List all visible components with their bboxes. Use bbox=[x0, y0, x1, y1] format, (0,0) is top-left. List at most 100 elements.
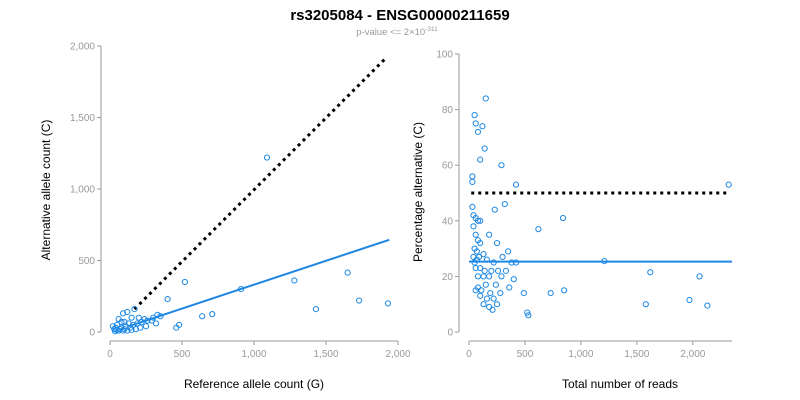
data-point bbox=[480, 301, 487, 308]
subtitle-prefix: p-value <= 2×10 bbox=[356, 27, 425, 38]
left-reference-line bbox=[133, 56, 388, 311]
left-fit-line bbox=[128, 238, 390, 328]
data-point bbox=[142, 323, 150, 330]
data-point bbox=[559, 214, 567, 222]
y-tick-label: 40 bbox=[442, 216, 454, 227]
data-point bbox=[487, 289, 494, 297]
data-point bbox=[481, 145, 488, 152]
data-point bbox=[291, 277, 298, 284]
right-panel: 0 20 40 60 80 100 0 500 1,000 1,500 2,000 Total n… bbox=[411, 50, 732, 391]
data-point bbox=[164, 296, 171, 303]
data-point bbox=[686, 296, 693, 304]
data-point bbox=[494, 267, 502, 274]
data-point bbox=[497, 289, 504, 297]
data-point bbox=[384, 300, 392, 307]
left-y-axis-label: Alternative allele count (C) bbox=[39, 120, 53, 261]
data-point bbox=[237, 286, 245, 293]
data-point bbox=[150, 314, 157, 321]
x-tick-label: 500 bbox=[517, 349, 534, 360]
data-point bbox=[116, 326, 124, 333]
data-point bbox=[491, 206, 498, 213]
data-point bbox=[477, 264, 484, 272]
data-point bbox=[199, 313, 206, 320]
data-point bbox=[477, 156, 484, 163]
data-point bbox=[356, 297, 363, 304]
data-point bbox=[479, 123, 486, 130]
data-point bbox=[472, 264, 479, 272]
data-point bbox=[490, 259, 497, 266]
data-point bbox=[498, 162, 505, 169]
data-point bbox=[480, 273, 487, 280]
data-point bbox=[647, 269, 654, 276]
data-point bbox=[696, 273, 703, 280]
data-point bbox=[601, 258, 608, 265]
data-point bbox=[471, 112, 478, 119]
data-point bbox=[525, 312, 532, 319]
data-point bbox=[704, 302, 711, 309]
x-tick-label: 1,000 bbox=[568, 349, 593, 360]
y-tick-label: 500 bbox=[78, 256, 95, 267]
data-point bbox=[493, 239, 501, 247]
left-x-ticks: 0 500 1,000 1,500 2,000 bbox=[107, 341, 411, 360]
data-point bbox=[492, 281, 499, 288]
y-tick-label: 1,500 bbox=[70, 113, 95, 124]
data-point bbox=[524, 309, 531, 316]
data-point bbox=[113, 326, 120, 333]
data-point bbox=[152, 320, 160, 327]
data-point bbox=[181, 278, 188, 286]
data-point bbox=[483, 295, 491, 302]
y-tick-label: 20 bbox=[442, 272, 454, 283]
data-point bbox=[128, 326, 135, 333]
data-point bbox=[486, 273, 493, 280]
data-point bbox=[642, 301, 649, 308]
data-point bbox=[520, 289, 527, 297]
y-tick-label: 60 bbox=[442, 161, 454, 172]
data-point bbox=[506, 284, 513, 291]
data-point bbox=[474, 273, 482, 280]
data-point bbox=[498, 273, 505, 280]
data-point bbox=[489, 306, 496, 313]
x-tick-label: 0 bbox=[107, 349, 113, 360]
data-point bbox=[135, 314, 142, 321]
right-x-ticks: 0 500 1,000 1,500 2,000 bbox=[466, 341, 706, 360]
data-point bbox=[118, 318, 125, 326]
data-point bbox=[144, 317, 151, 324]
data-point bbox=[473, 248, 480, 255]
data-point bbox=[481, 267, 488, 274]
data-point bbox=[470, 253, 477, 261]
x-tick-label: 2,000 bbox=[385, 349, 410, 360]
left-y-ticks: 0 500 1,000 1,500 2,000 bbox=[70, 42, 101, 339]
data-point bbox=[472, 120, 479, 127]
data-point bbox=[480, 251, 487, 258]
data-point bbox=[119, 310, 127, 317]
data-point bbox=[128, 314, 135, 321]
data-point bbox=[508, 259, 515, 266]
data-point bbox=[501, 201, 508, 208]
data-point bbox=[478, 287, 485, 294]
right-points bbox=[469, 95, 732, 319]
data-point bbox=[154, 311, 161, 318]
data-point bbox=[499, 253, 506, 261]
x-tick-label: 0 bbox=[466, 349, 472, 360]
y-tick-label: 0 bbox=[89, 328, 95, 339]
data-point bbox=[131, 306, 138, 313]
data-point bbox=[547, 289, 554, 297]
left-points bbox=[109, 154, 392, 335]
data-point bbox=[469, 203, 476, 210]
data-point bbox=[121, 326, 128, 333]
subtitle-exponent: -311 bbox=[425, 26, 438, 33]
x-tick-label: 500 bbox=[174, 349, 191, 360]
data-point bbox=[132, 326, 140, 333]
data-point bbox=[477, 239, 484, 247]
right-x-axis-label: Total number of reads bbox=[562, 377, 678, 391]
data-point bbox=[263, 154, 271, 161]
data-point bbox=[486, 303, 493, 311]
data-point bbox=[725, 181, 732, 188]
y-tick-label: 1,000 bbox=[70, 185, 95, 196]
right-y-ticks: 0 20 40 60 80 100 bbox=[436, 50, 459, 339]
y-tick-label: 80 bbox=[442, 105, 454, 116]
data-point bbox=[488, 267, 495, 274]
x-tick-label: 2,000 bbox=[680, 349, 705, 360]
data-point bbox=[477, 217, 484, 224]
